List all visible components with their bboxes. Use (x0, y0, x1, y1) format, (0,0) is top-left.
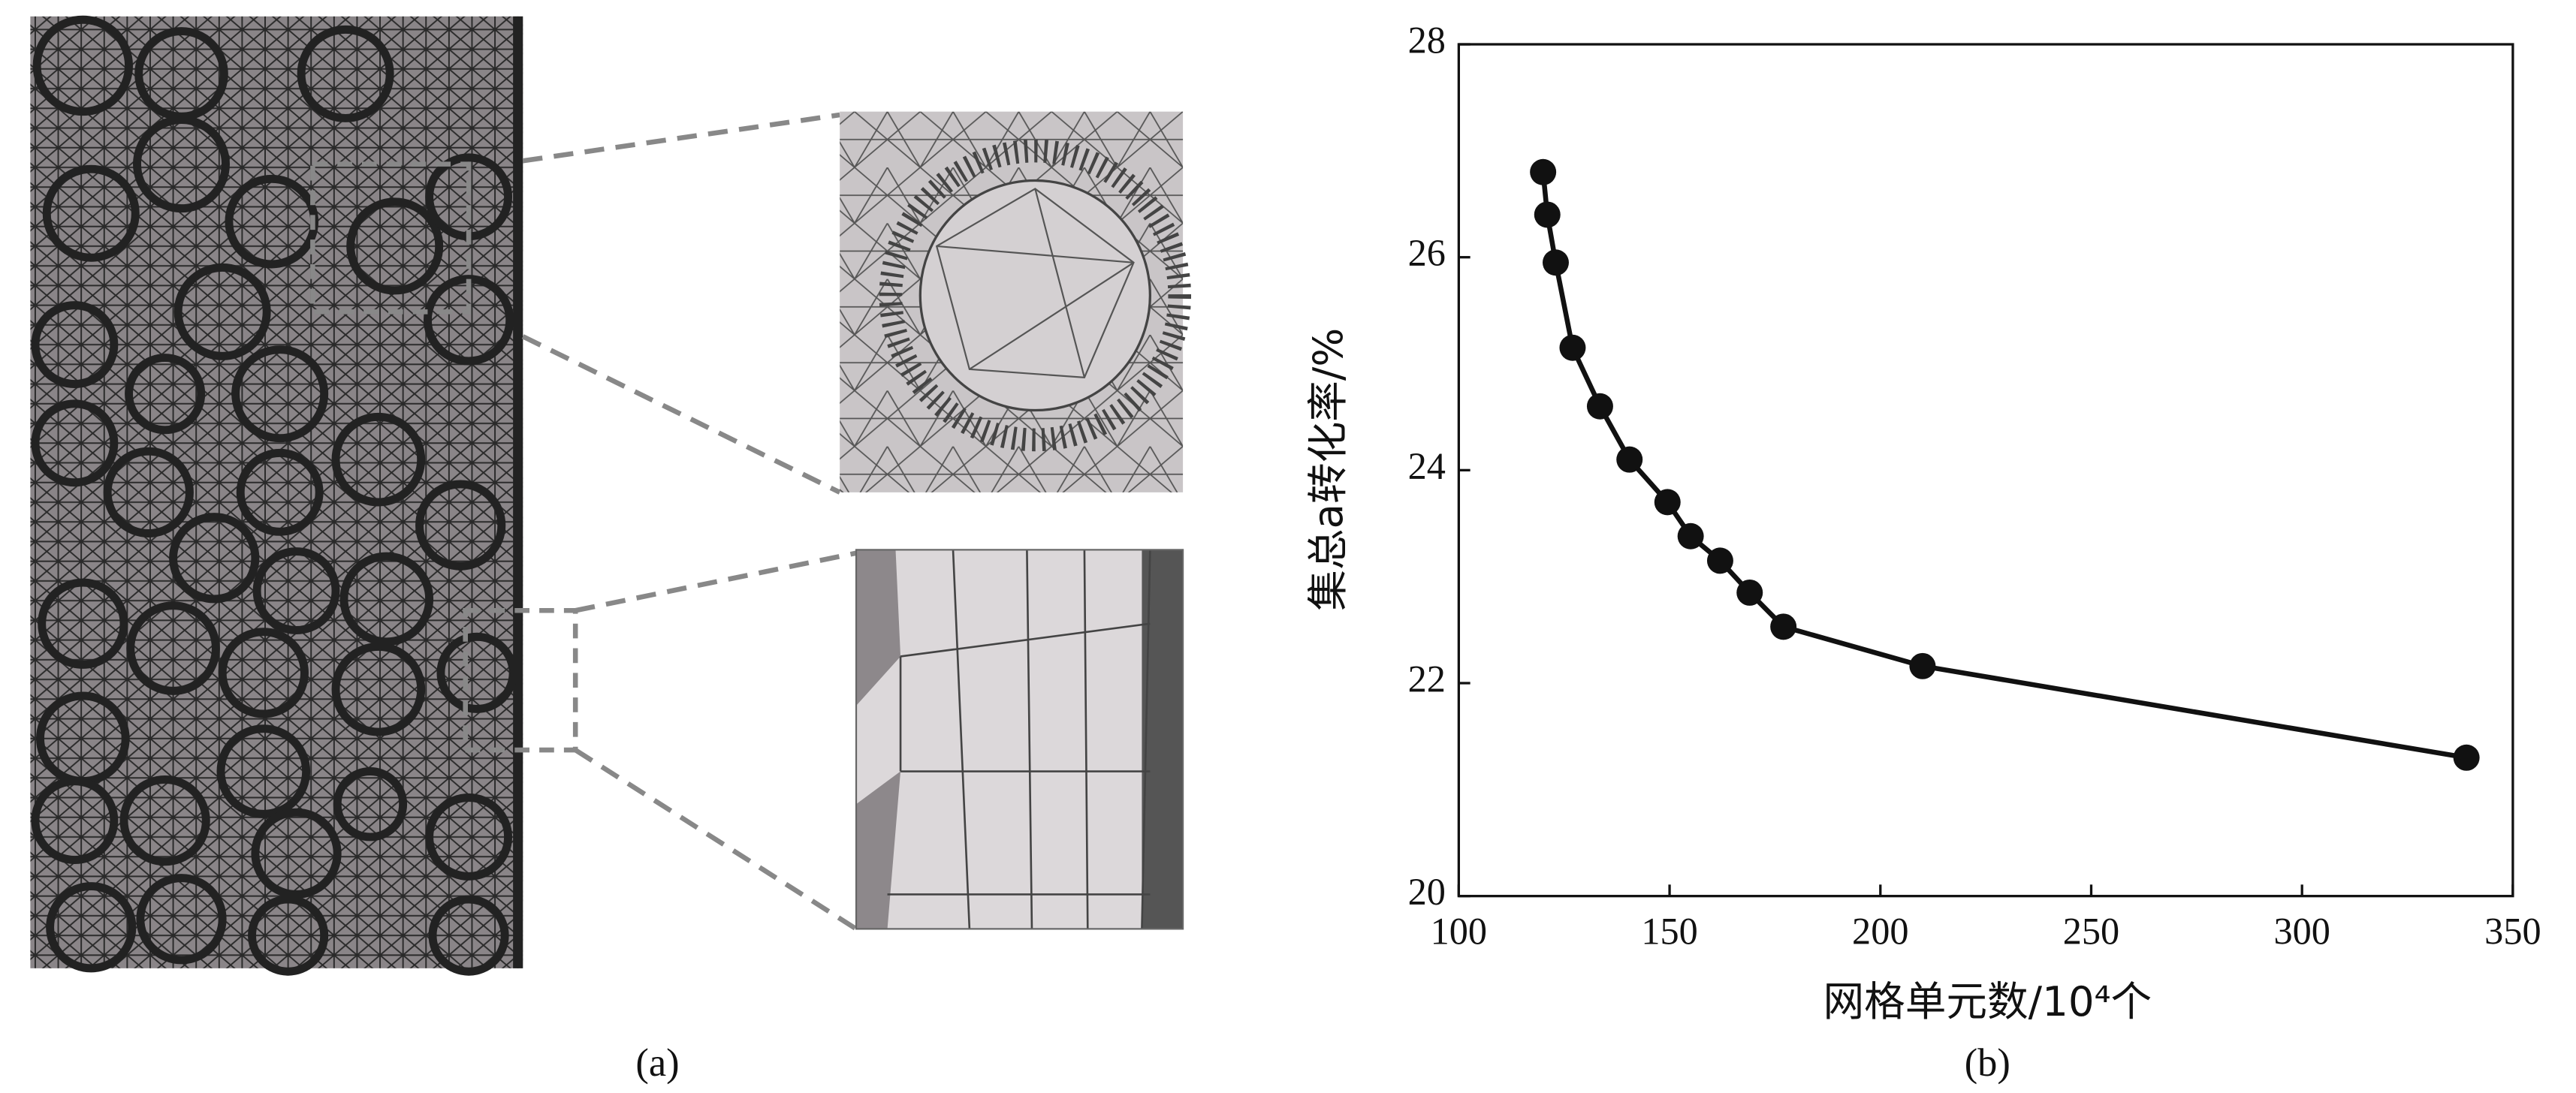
caption-b: (b) (1965, 1041, 2010, 1085)
x-axis-label: 网格单元数/10⁴个 (1823, 977, 2152, 1025)
x-tick-label: 100 (1431, 911, 1487, 953)
data-point (1530, 158, 1557, 185)
data-point (1542, 249, 1569, 276)
zoom-top (840, 111, 1192, 492)
mesh-panel (30, 15, 1192, 976)
zoom-bottom (855, 549, 1184, 930)
series-line (1540, 171, 2467, 760)
zoom-lines (521, 112, 858, 932)
y-tick-label: 24 (1408, 445, 1446, 487)
data-point (1534, 201, 1561, 228)
x-tick-label: 300 (2273, 911, 2330, 953)
x-tick-label: 150 (1641, 911, 1697, 953)
x-tick-label: 250 (2063, 911, 2119, 953)
data-point (1677, 522, 1704, 550)
data-point (1586, 393, 1613, 420)
particles (31, 15, 517, 976)
y-tick-label: 22 (1408, 658, 1446, 700)
y-axis-label: 集总a转化率/% (1304, 328, 1352, 611)
data-point (1559, 334, 1586, 361)
y-tick-label: 28 (1408, 20, 1446, 62)
data-point (1736, 579, 1763, 606)
data-point (1706, 547, 1733, 574)
data-point (1909, 652, 1936, 679)
plot-frame (1457, 43, 2514, 898)
data-point (1654, 489, 1681, 516)
zoom-box (310, 161, 472, 315)
data-point (1770, 613, 1797, 640)
y-tick-label: 26 (1408, 232, 1446, 274)
y-tick-label: 20 (1408, 871, 1446, 913)
data-point (1616, 446, 1643, 473)
caption-a: (a) (635, 1041, 679, 1085)
zoom-box (463, 607, 578, 753)
data-point (2453, 744, 2480, 771)
wall (513, 16, 523, 968)
x-tick-label: 350 (2484, 911, 2541, 953)
x-tick-label: 200 (1852, 911, 1908, 953)
